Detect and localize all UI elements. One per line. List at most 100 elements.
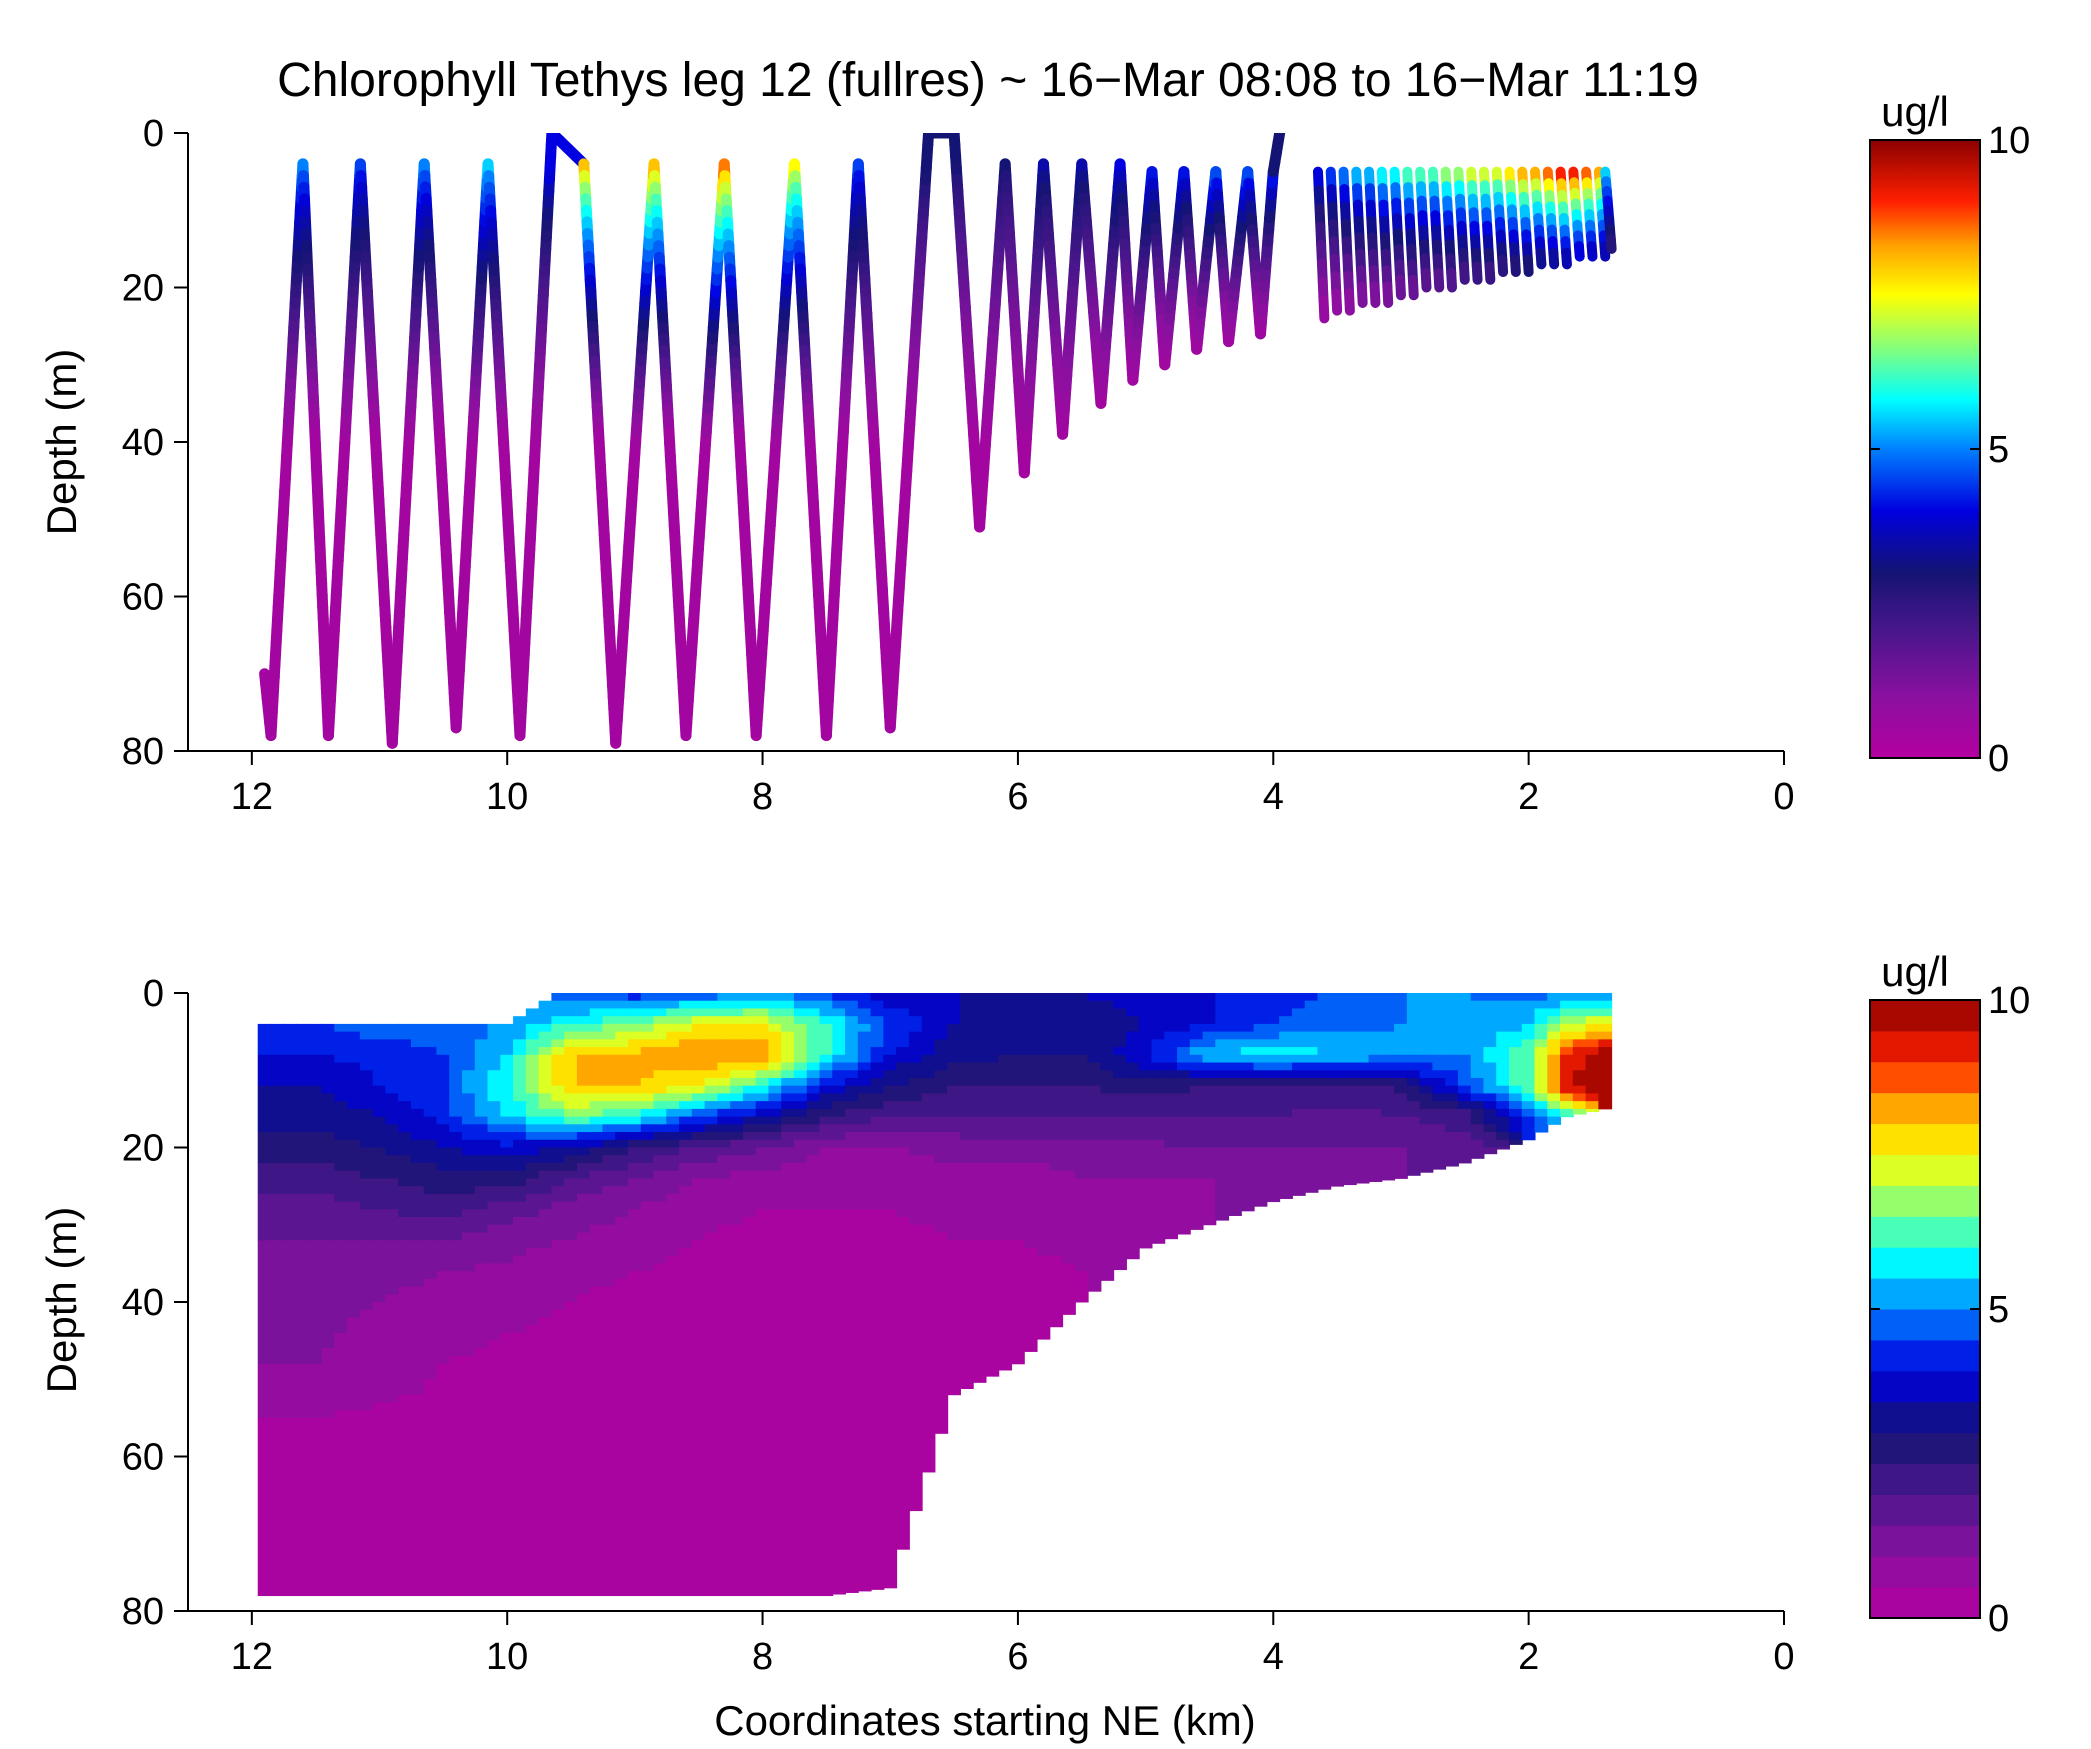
contour-cell <box>1560 1116 1574 1118</box>
contour-cell <box>602 1039 617 1048</box>
contour-cell <box>1330 993 1345 1033</box>
contour-cell <box>742 1116 757 1125</box>
contour-cell <box>768 1000 783 1009</box>
contour-cell <box>308 1240 323 1365</box>
contour-cell <box>1406 1054 1421 1064</box>
bottom-colorbar: ug/l 10 5 0 <box>1869 948 2030 1640</box>
contour-cell <box>308 1162 323 1195</box>
contour-cell <box>717 1132 732 1141</box>
contour-cell <box>1343 1031 1357 1064</box>
contour-cell <box>1113 1139 1127 1179</box>
x-tick-label: 12 <box>231 1636 273 1678</box>
contour-cell <box>538 1031 553 1048</box>
contour-cell <box>819 1077 834 1087</box>
contour-cell <box>525 1124 540 1133</box>
contour-cell <box>1049 1116 1064 1141</box>
contour-cell <box>436 1363 451 1597</box>
contour-cell <box>1023 1054 1038 1087</box>
shallow-yo-segment <box>1484 261 1496 285</box>
contour-cell <box>436 1023 451 1056</box>
contour-cell <box>781 1209 795 1597</box>
shallow-yo-segment <box>1407 274 1419 301</box>
contour-cell <box>615 1132 629 1141</box>
contour-cell <box>755 1077 770 1087</box>
contour-cell <box>934 1093 949 1118</box>
contour-cell <box>1483 1147 1498 1155</box>
contour-cell <box>1202 1085 1217 1118</box>
contour-cell <box>870 1108 885 1118</box>
contour-cell <box>934 1116 949 1133</box>
colorbar-tick-label: 0 <box>1988 1598 2009 1640</box>
contour-cell <box>257 1023 272 1056</box>
y-tick-label: 0 <box>143 973 164 1015</box>
contour-cell <box>1215 993 1230 1033</box>
contour-cell <box>781 1116 795 1125</box>
contour-cell <box>564 1031 578 1040</box>
contour-cell <box>1483 1047 1498 1064</box>
contour-cell <box>398 1394 412 1597</box>
contour-cell <box>1279 993 1293 1017</box>
contour-cell <box>1291 1077 1306 1087</box>
contour-cell <box>1100 1093 1115 1118</box>
contour-cell <box>832 1093 847 1102</box>
contour-cell <box>1304 1047 1319 1056</box>
contour-cell <box>589 1124 604 1133</box>
contour-cell <box>832 993 847 1002</box>
contour-cell <box>627 1132 642 1141</box>
contour-cell <box>1177 1047 1191 1064</box>
contour-cell <box>730 1016 744 1025</box>
contour-cell <box>1572 1108 1587 1115</box>
contour-cell <box>1598 993 1613 1002</box>
contour-cell <box>832 1085 847 1094</box>
contour-cell <box>615 1147 629 1156</box>
contour-cell <box>704 1178 719 1233</box>
contour-cell <box>576 1155 591 1164</box>
contour-cell <box>742 1008 757 1017</box>
contour-cell <box>653 1170 668 1203</box>
contour-cell <box>1445 1085 1459 1094</box>
contour-cell <box>1202 993 1217 1025</box>
contour-cell <box>717 1147 732 1156</box>
contour-cell <box>845 1077 859 1087</box>
contour-cell <box>385 1178 400 1210</box>
contour-cell <box>500 1124 515 1133</box>
contour-cell <box>640 1093 655 1102</box>
contour-cell <box>1432 1108 1447 1125</box>
contour-cell <box>704 1085 719 1094</box>
contour-cell <box>1598 1031 1613 1040</box>
contour-cell <box>1330 1077 1345 1087</box>
contour-cell <box>666 993 681 1002</box>
contour-cell <box>1125 1016 1140 1033</box>
contour-cell <box>908 993 923 1017</box>
contour-cell <box>1240 1047 1255 1056</box>
contour-cell <box>742 1101 757 1110</box>
contour-cell <box>257 1363 272 1419</box>
contour-cell <box>589 1039 604 1048</box>
contour-cell <box>947 1085 961 1118</box>
contour-cell <box>1189 1085 1204 1118</box>
contour-cell <box>908 1224 923 1512</box>
contour-cell <box>347 1240 361 1318</box>
contour-cell <box>679 1093 693 1102</box>
y-tick-label: 40 <box>122 422 164 464</box>
contour-cell <box>589 1054 604 1087</box>
y-tick-label: 60 <box>122 577 164 619</box>
contour-cell <box>1074 1271 1089 1303</box>
contour-cell <box>845 1124 859 1133</box>
contour-cell <box>589 1286 604 1597</box>
contour-cell <box>602 1155 617 1172</box>
contour-cell <box>615 1170 629 1187</box>
contour-cell <box>653 993 668 1002</box>
contour-cell <box>1036 1255 1051 1340</box>
contour-cell <box>1164 1070 1179 1079</box>
contour-cell <box>781 1101 795 1110</box>
contour-cell <box>359 1108 374 1148</box>
contour-cell <box>730 1101 744 1110</box>
contour-cell <box>679 1108 693 1118</box>
contour-cell <box>1470 1000 1485 1079</box>
contour-cell <box>334 1170 349 1203</box>
contour-cell <box>998 1240 1013 1371</box>
contour-cell <box>551 1085 566 1102</box>
contour-cell <box>1291 993 1306 1009</box>
